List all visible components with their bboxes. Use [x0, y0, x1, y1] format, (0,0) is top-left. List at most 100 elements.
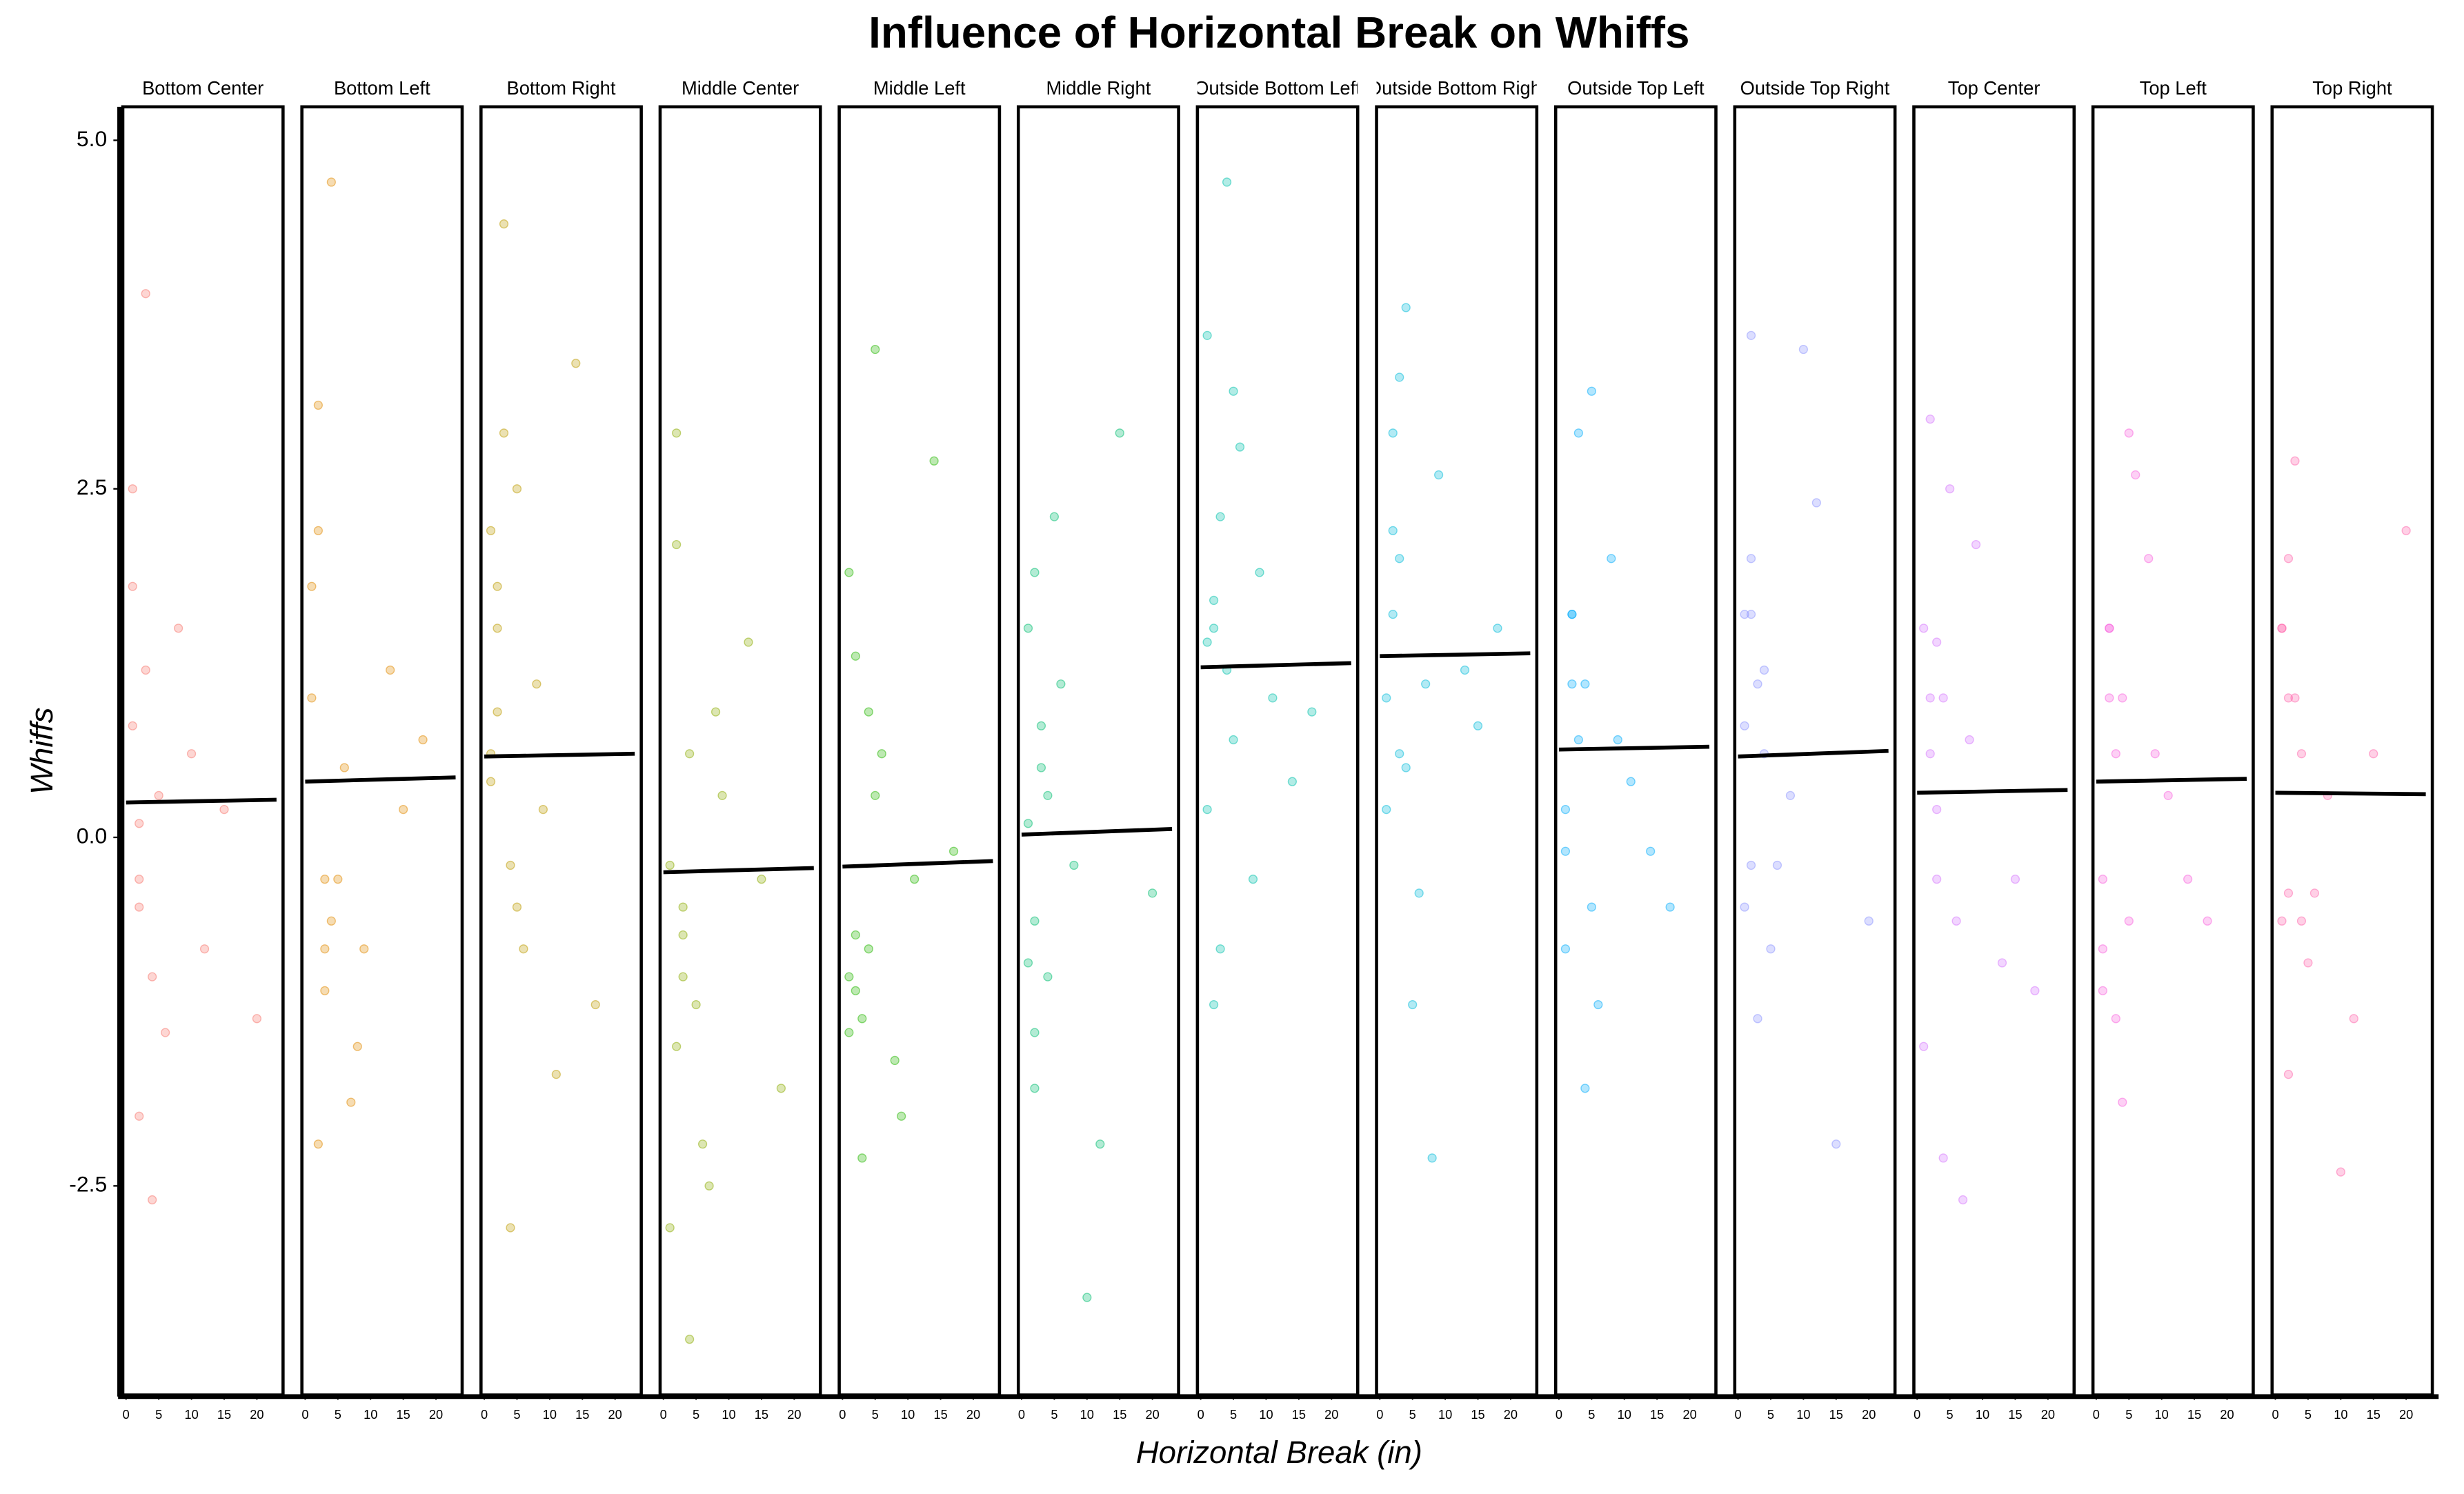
x-tick-label: 10 [1976, 1408, 1989, 1422]
x-tick-label: 0 [1735, 1408, 1742, 1422]
point [2111, 749, 2120, 759]
point [877, 749, 886, 759]
point [1023, 819, 1033, 828]
point [307, 693, 317, 703]
x-tick-label: 20 [429, 1408, 443, 1422]
x-tick-label: 20 [787, 1408, 801, 1422]
point [1560, 944, 1571, 954]
x-tick-label: 20 [2399, 1408, 2413, 1422]
point [1753, 679, 1762, 689]
panel: Outside Top Right 0 5 10 15 20 [1733, 77, 1897, 1422]
point [326, 916, 336, 926]
point [1082, 1293, 1092, 1302]
x-tick-label: 20 [2220, 1408, 2234, 1422]
point [2163, 790, 2173, 800]
point [1997, 958, 2007, 968]
point [135, 819, 144, 828]
point [1919, 624, 1929, 633]
point [346, 1097, 356, 1107]
point [339, 763, 349, 773]
point [1427, 1153, 1437, 1163]
point [1938, 1153, 1948, 1163]
fit-line [1200, 661, 1351, 670]
point [2296, 749, 2307, 759]
point [897, 1111, 906, 1121]
x-tick-label: 0 [2272, 1408, 2278, 1422]
point [1951, 916, 1961, 926]
x-axis-label: Horizontal Break (in) [1136, 1435, 1422, 1470]
x-tick-label: 5 [335, 1408, 341, 1422]
x-tick-label: 5 [155, 1408, 162, 1422]
point [1753, 1014, 1762, 1024]
panel: Bottom Left 0 5 10 15 20 [300, 77, 464, 1422]
point [128, 581, 137, 591]
point [1798, 344, 1809, 355]
x-tick-label: 15 [2367, 1408, 2381, 1422]
point [1945, 484, 1955, 494]
x-tick-label: 15 [397, 1408, 410, 1422]
point [1222, 177, 1232, 187]
strip-label: Bottom Left [334, 77, 430, 99]
point [2105, 693, 2114, 703]
x-tick-label: 10 [1259, 1408, 1273, 1422]
panel-border [837, 105, 1002, 1397]
point [148, 1195, 157, 1205]
point [1772, 860, 1782, 870]
point [307, 581, 317, 591]
point [1043, 972, 1053, 982]
x-tick-label: 20 [250, 1408, 264, 1422]
x-tick-label: 5 [693, 1408, 699, 1422]
point [186, 749, 197, 759]
panel-border [658, 105, 822, 1397]
point [1965, 735, 1974, 745]
point [1434, 470, 1444, 480]
x-tick-label: 5 [1051, 1408, 1057, 1422]
x-tick-label: 20 [1862, 1408, 1876, 1422]
point [1401, 303, 1411, 312]
point [148, 972, 157, 982]
fit-line [1021, 827, 1173, 837]
x-tick-label: 10 [722, 1408, 735, 1422]
point [1408, 999, 1418, 1010]
strip-label: Bottom Center [142, 77, 264, 99]
panel-border [2091, 105, 2255, 1397]
point [1766, 944, 1776, 954]
x-tick-label: 10 [1618, 1408, 1631, 1422]
point [333, 875, 343, 884]
x-tick-label: 5 [513, 1408, 520, 1422]
point [1036, 763, 1046, 773]
point [1395, 749, 1404, 759]
point [2131, 470, 2140, 480]
point [1560, 804, 1571, 815]
point [1043, 790, 1053, 800]
point [2183, 875, 2193, 884]
point [1148, 888, 1158, 898]
x-tick-label: 20 [1145, 1408, 1159, 1422]
panel: Outside Bottom Right 0 5 10 15 20 [1375, 77, 1539, 1422]
point [910, 875, 920, 884]
point [590, 999, 600, 1010]
point [1388, 526, 1398, 535]
point [2277, 916, 2287, 926]
point [2124, 916, 2134, 926]
x-tick-label: 0 [481, 1408, 488, 1422]
x-tick-label: 0 [839, 1408, 846, 1422]
point [1115, 428, 1124, 438]
point [864, 944, 873, 954]
point [1395, 554, 1404, 564]
point [174, 624, 183, 633]
point [1811, 498, 1821, 508]
point [1925, 415, 1935, 424]
point [1573, 735, 1583, 745]
x-tick-label: 5 [2305, 1408, 2312, 1422]
point [538, 804, 548, 815]
point [757, 875, 766, 884]
point [1958, 1195, 1968, 1205]
strip-label: Top Right [2312, 77, 2392, 99]
point [948, 846, 959, 856]
point [512, 484, 522, 494]
x-tick-label: 5 [1230, 1408, 1237, 1422]
point [1382, 804, 1391, 815]
point [1938, 693, 1948, 703]
